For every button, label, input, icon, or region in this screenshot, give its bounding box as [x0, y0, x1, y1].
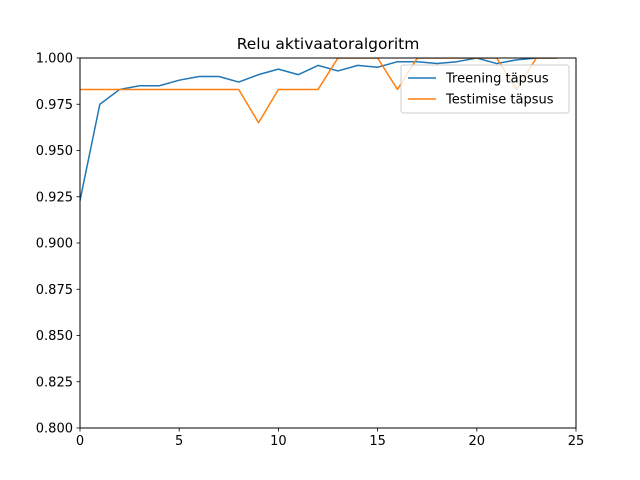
legend: Treening täpsus Testimise täpsus	[400, 64, 570, 114]
series-line-1	[80, 58, 557, 202]
x-tick-label: 5	[175, 434, 183, 449]
legend-label-2: Testimise täpsus	[445, 93, 554, 108]
y-tick-label: 0.850	[36, 329, 73, 344]
x-tick-label: 20	[469, 434, 486, 449]
series-line-2	[80, 58, 557, 124]
x-tick-label: 0	[76, 434, 84, 449]
chart-title: Relu aktivaatoralgoritm	[237, 35, 420, 53]
x-tick-label: 25	[568, 434, 585, 449]
y-tick-label: 0.875	[36, 283, 73, 298]
x-tick-label: 15	[369, 434, 386, 449]
y-tick-label: 0.825	[36, 375, 73, 390]
y-tick-label: 0.975	[36, 98, 73, 113]
legend-box	[400, 64, 570, 114]
y-tick-label: 0.950	[36, 144, 73, 159]
series-layer	[80, 58, 557, 202]
legend-label-1: Treening täpsus	[445, 72, 549, 87]
x-axis: 0 5 10 15 20 25	[76, 428, 584, 449]
x-tick-label: 10	[270, 434, 287, 449]
y-tick-label: 0.925	[36, 190, 73, 205]
y-tick-label: 0.900	[36, 237, 73, 252]
y-tick-label: 1.000	[36, 52, 73, 67]
y-tick-label: 0.800	[36, 422, 73, 437]
y-axis: 0.800 0.825 0.850 0.875 0.900 0.925 0.950 0.975…	[36, 52, 80, 437]
